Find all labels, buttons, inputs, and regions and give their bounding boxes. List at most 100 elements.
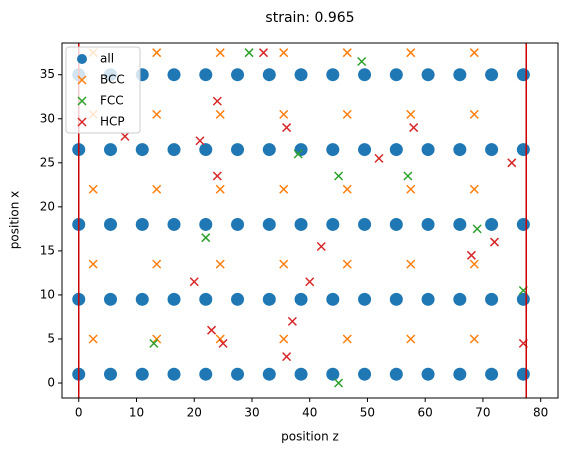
point <box>293 149 303 159</box>
point <box>215 184 225 194</box>
point <box>258 48 269 58</box>
point <box>453 68 467 82</box>
point <box>104 367 118 381</box>
point <box>516 367 530 381</box>
point <box>507 158 517 168</box>
point <box>453 217 467 231</box>
point <box>167 143 181 157</box>
point <box>152 334 162 344</box>
point <box>135 143 149 157</box>
point <box>316 241 326 252</box>
y-tick-label: 20 <box>40 199 55 213</box>
point <box>406 334 416 344</box>
point <box>389 292 403 306</box>
legend-marker <box>77 117 87 127</box>
point <box>294 217 308 231</box>
point <box>472 224 482 234</box>
point <box>152 48 162 58</box>
point <box>201 233 211 243</box>
point <box>326 367 340 381</box>
point <box>406 48 416 58</box>
point <box>152 259 162 269</box>
point <box>167 68 181 82</box>
point <box>406 184 416 194</box>
x-tick-label: 40 <box>302 406 317 420</box>
point <box>279 184 289 194</box>
point <box>244 48 254 58</box>
point <box>294 143 308 157</box>
point <box>199 217 213 231</box>
y-tick-label: 5 <box>47 331 55 345</box>
point <box>189 277 199 287</box>
x-tick-label: 30 <box>244 406 259 420</box>
point <box>294 292 308 306</box>
point <box>485 68 499 82</box>
point <box>453 143 467 157</box>
point <box>342 109 352 119</box>
plot-frame <box>61 42 559 399</box>
point <box>195 136 205 146</box>
point <box>152 109 162 119</box>
point <box>469 48 479 58</box>
point <box>282 123 292 133</box>
point <box>167 217 181 231</box>
x-tick-label: 70 <box>475 406 490 420</box>
point <box>358 143 372 157</box>
point <box>279 109 289 119</box>
point <box>215 48 225 58</box>
point <box>374 153 384 163</box>
point <box>212 96 222 106</box>
point <box>453 367 467 381</box>
point <box>485 367 499 381</box>
point <box>262 292 276 306</box>
point <box>421 217 435 231</box>
point <box>305 277 315 287</box>
point <box>231 68 245 82</box>
point <box>489 237 500 247</box>
x-tick-label: 20 <box>187 406 202 420</box>
point <box>152 184 162 194</box>
point <box>88 259 98 269</box>
point <box>421 143 435 157</box>
point <box>516 68 530 82</box>
x-tick-label: 80 <box>533 406 548 420</box>
point <box>421 292 435 306</box>
point <box>342 259 352 269</box>
point <box>469 334 479 344</box>
point <box>212 171 222 181</box>
legend-marker <box>77 96 87 106</box>
point <box>466 250 476 260</box>
x-tick-label: 60 <box>418 406 433 420</box>
point <box>326 68 340 82</box>
point <box>262 68 276 82</box>
point <box>135 217 149 231</box>
point <box>120 131 130 141</box>
point <box>469 109 479 119</box>
point <box>199 68 213 82</box>
point <box>88 334 98 344</box>
point <box>215 334 225 344</box>
point <box>389 68 403 82</box>
point <box>485 292 499 306</box>
point <box>215 259 225 269</box>
point <box>199 143 213 157</box>
point <box>231 217 245 231</box>
point <box>88 184 98 194</box>
point <box>294 367 308 381</box>
point <box>421 68 435 82</box>
point <box>104 292 118 306</box>
point <box>287 316 297 326</box>
point <box>406 259 416 269</box>
point <box>104 143 118 157</box>
point <box>358 367 372 381</box>
point <box>262 143 276 157</box>
x-tick-label: 10 <box>129 406 144 420</box>
legend-label: all <box>100 52 114 66</box>
point <box>262 217 276 231</box>
point <box>282 352 292 362</box>
point <box>135 292 149 306</box>
y-tick-label: 0 <box>47 376 55 390</box>
point <box>262 367 276 381</box>
point <box>207 325 217 335</box>
